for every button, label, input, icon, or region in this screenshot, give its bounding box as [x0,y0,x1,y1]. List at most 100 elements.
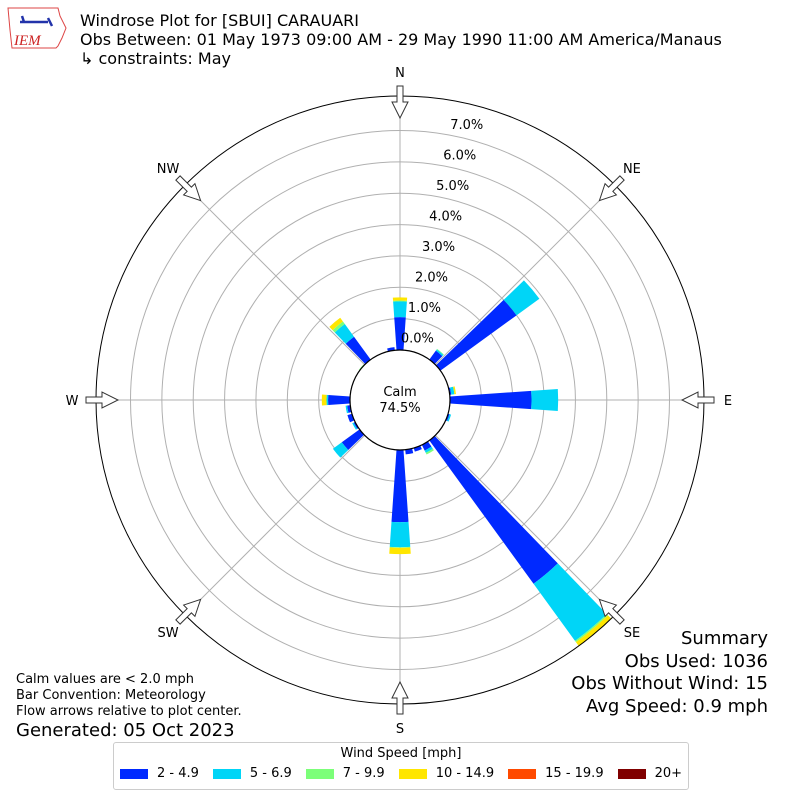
bar-segment-0-2 [393,300,407,302]
flow-note: Flow arrows relative to plot center. [16,704,242,719]
flow-arrow-icon [598,598,625,625]
bar-segment-320-2 [332,321,345,333]
radial-tick-label: 5.0% [436,179,469,194]
bar-segment-180-1 [389,521,411,548]
legend-title: Wind Speed [mph] [340,746,462,761]
constraints: ↳ constraints: May [80,49,231,68]
legend-swatch [398,768,427,779]
obs-between: Obs Between: 01 May 1973 09:00 AM - 29 M… [80,30,722,49]
grid-spoke [399,184,616,401]
bar-segment-150-1 [424,446,433,453]
bar-segment-80-3 [453,386,456,395]
bar-segment-260-1 [345,405,349,414]
legend-swatch [305,768,334,779]
legend-label: 20+ [654,766,683,781]
grid-spoke [184,184,401,401]
legend-item: 20+ [617,766,683,781]
bar-segment-230-1 [332,442,349,458]
bar-segment-250-0 [347,413,355,423]
bar-segment-230-0 [341,429,365,450]
legend-label: 10 - 14.9 [435,766,495,781]
bar-segment-40-0 [429,350,443,365]
bar-segment-180-2 [389,546,411,548]
legend-swatch [119,768,148,779]
bar-segment-50-1 [503,280,540,316]
avg-speed: Avg Speed: 0.9 mph [586,695,768,717]
bar-segment-180-3 [389,547,411,555]
grid-spoke [184,399,401,616]
chart-header: Windrose Plot for [SBUI] CARAUARI Obs Be… [80,11,722,68]
bar-segment-320-3 [329,317,343,331]
iem-logo: IEM [7,7,67,49]
bar-segment-0-1 [393,301,407,318]
calm-label: Calm [383,385,416,400]
legend: Wind Speed [mph] 2 - 4.9 5 - 6.9 7 - 9.9 10… [113,742,689,790]
bar-segment-90-1 [531,388,559,412]
bar-segment-40-2 [436,348,444,356]
notes: Calm values are < 2.0 mph Bar Convention… [16,672,242,742]
bar-segment-320-1 [334,324,355,344]
bar-segment-140-3 [575,615,613,648]
legend-item: 10 - 14.9 [398,766,495,781]
radial-tick-label: 4.0% [429,209,462,224]
bar-segment-150-2 [425,448,434,455]
chart-title: Windrose Plot for [SBUI] CARAUARI [80,11,359,30]
bar-segment-160-0 [413,445,422,452]
obs-used: Obs Used: 1036 [624,650,768,672]
flow-arrow-icon [85,391,120,409]
flow-arrow-icon [175,175,202,202]
legend-label: 2 - 4.9 [156,766,199,781]
flow-arrow-icon [175,598,202,625]
compass-label-ne: NE [623,162,641,177]
bar-segment-270-1 [326,394,329,406]
legend-item: 15 - 19.9 [508,766,604,781]
compass-label-e: E [724,394,732,409]
bar-segment-140-2 [575,614,608,643]
legend-item: 5 - 6.9 [212,766,292,781]
convention-note: Bar Convention: Meteorology [16,688,206,703]
generated-date: Generated: 05 Oct 2023 [16,720,235,741]
flow-arrow-icon [391,680,409,715]
legend-label: 15 - 19.9 [545,766,604,781]
legend-item: 7 - 9.9 [305,766,385,781]
compass-label-se: SE [624,626,640,641]
compass-label-n: N [395,66,405,81]
summary-title: Summary [681,628,768,649]
svg-text:IEM: IEM [13,33,42,49]
bar-segment-110-1 [447,414,452,422]
radial-tick-label: 3.0% [422,240,455,255]
legend-label: 7 - 9.9 [342,766,385,781]
bar-segment-40-1 [435,349,444,357]
legend-item: 2 - 4.9 [119,766,199,781]
radial-tick-label: 6.0% [443,148,476,163]
bar-segment-90-0 [449,390,532,410]
flow-arrow-icon [598,175,625,202]
calm-circle [349,349,451,451]
calm-note: Calm values are < 2.0 mph [16,672,195,687]
compass-label-sw: SW [158,626,179,641]
bar-segment-140-1 [533,563,607,641]
bar-segment-320-0 [345,336,371,365]
bar-segment-0-3 [392,297,408,301]
bar-segment-240-1 [352,422,358,430]
legend-swatch [508,768,537,779]
bar-segment-180-0 [391,449,409,523]
radial-tick-label: 1.0% [408,301,441,316]
bar-segment-140-0 [429,435,558,584]
grid-spoke [399,399,616,616]
flow-arrow-icon [391,85,409,120]
flow-arrow-icon [680,391,715,409]
summary: Summary Obs Used: 1036 Obs Without Wind:… [571,628,768,718]
bar-segment-80-1 [450,386,455,395]
compass-label-nw: NW [157,162,180,177]
bar-segment-50-0 [435,299,517,371]
calm-value: 74.5% [379,401,420,416]
obs-without-wind: Obs Without Wind: 15 [571,673,768,694]
radial-tick-label: 0.0% [401,332,434,347]
compass-label-w: W [66,394,79,409]
compass-label-s: S [396,722,404,737]
legend-label: 5 - 6.9 [249,766,292,781]
legend-swatch [617,768,646,779]
radial-tick-label: 7.0% [450,118,483,133]
